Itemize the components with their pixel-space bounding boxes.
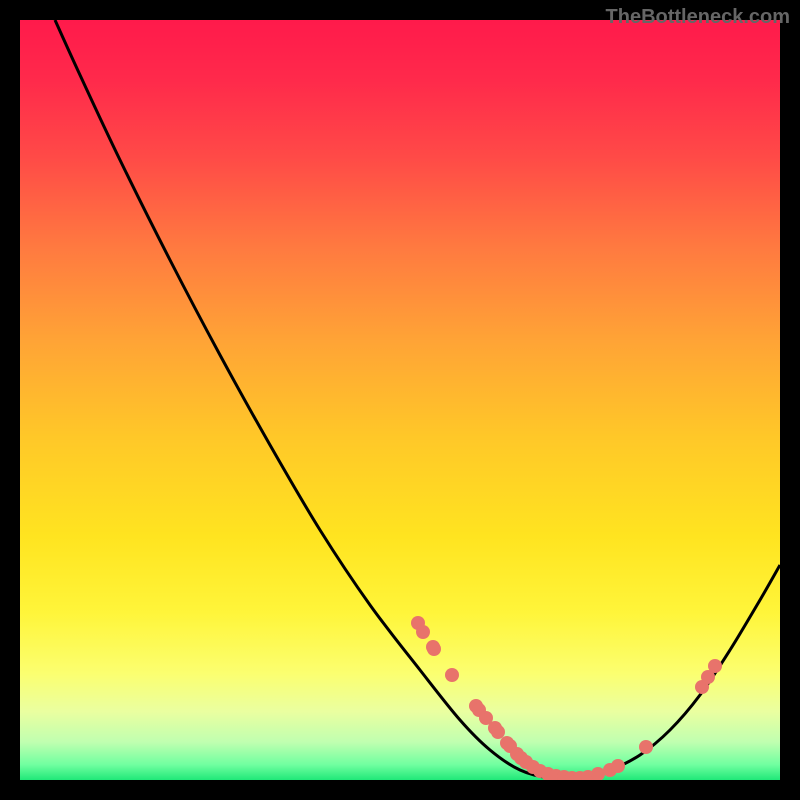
data-marker <box>708 659 722 673</box>
data-marker <box>591 767 605 780</box>
chart-plot-area <box>20 20 780 780</box>
data-marker <box>416 625 430 639</box>
watermark-text: TheBottleneck.com <box>606 6 790 29</box>
data-marker <box>639 740 653 754</box>
bottleneck-curve <box>55 20 780 779</box>
data-marker <box>427 642 441 656</box>
data-marker <box>611 759 625 773</box>
data-marker <box>445 668 459 682</box>
chart-curve-layer <box>20 20 780 780</box>
data-marker <box>491 725 505 739</box>
data-markers-group <box>411 616 722 780</box>
